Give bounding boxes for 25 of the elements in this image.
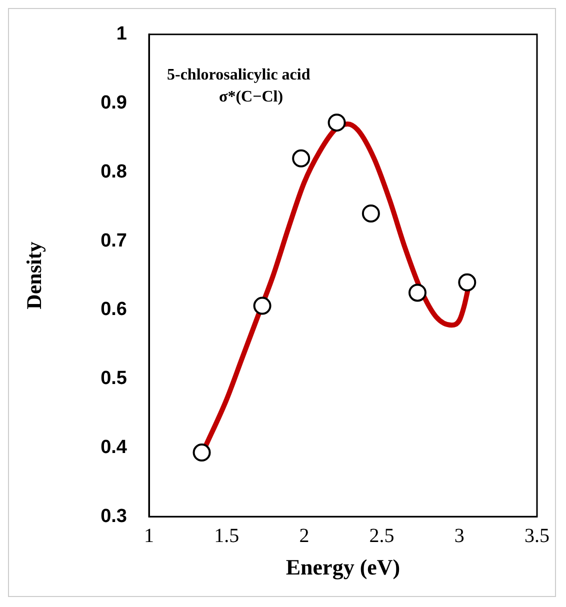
point bbox=[328, 114, 346, 132]
point bbox=[253, 296, 272, 315]
point bbox=[192, 444, 211, 462]
point bbox=[292, 149, 310, 168]
annotation: σ*(C−Cl) bbox=[219, 88, 284, 106]
y-tick-label: 0.7 bbox=[100, 230, 127, 252]
x-tick-label: 1.5 bbox=[214, 524, 240, 547]
x-tick-label: 2 bbox=[299, 524, 310, 547]
x-tick-label: 3 bbox=[454, 524, 464, 547]
x-tick-label: 1 bbox=[144, 524, 154, 547]
y-tick-label: 1 bbox=[116, 24, 128, 45]
point bbox=[408, 284, 426, 302]
y-tick-label: 0.8 bbox=[100, 161, 127, 182]
y-axis-title: Density bbox=[22, 241, 46, 310]
point bbox=[458, 273, 476, 292]
x-axis-title: Energy (eV) bbox=[286, 554, 400, 580]
annotation: 5-chlorosalicylic acid bbox=[167, 66, 310, 84]
y-tick-label: 0.5 bbox=[100, 368, 128, 390]
y-tick-label: 0.4 bbox=[100, 436, 128, 458]
x-tick-label: 2.5 bbox=[369, 524, 394, 547]
y-tick-label: 0.9 bbox=[100, 92, 127, 114]
x-tick-label: 3.5 bbox=[524, 524, 550, 547]
y-tick-label: 0.6 bbox=[100, 299, 127, 320]
point bbox=[362, 204, 380, 223]
y-tick-label: 0.3 bbox=[100, 506, 127, 527]
